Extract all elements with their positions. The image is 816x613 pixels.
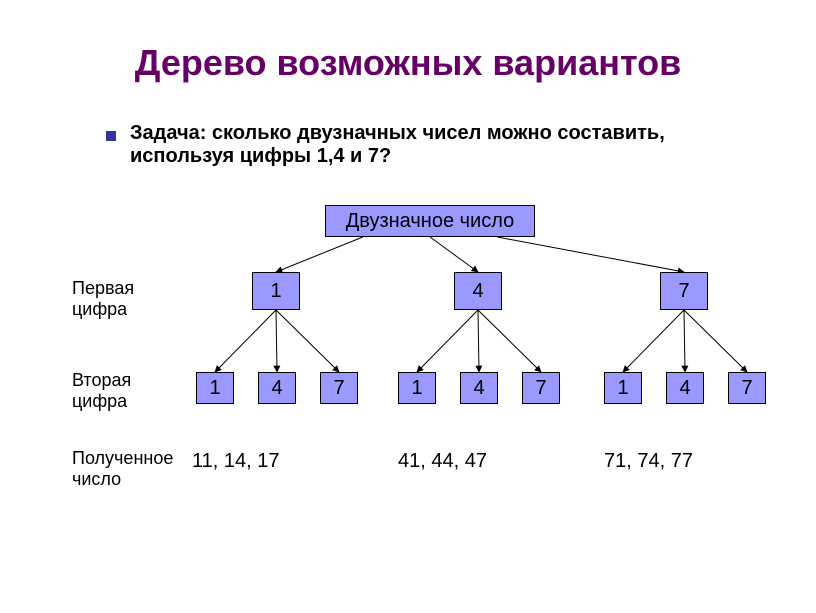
- label-first-digit: Первая цифра: [72, 278, 152, 320]
- level2-node: 4: [460, 372, 498, 404]
- result-text: 71, 74, 77: [604, 450, 693, 473]
- result-text: 11, 14, 17: [192, 450, 279, 473]
- level2-node: 1: [604, 372, 642, 404]
- page-title: Дерево возможных вариантов: [0, 42, 816, 84]
- level2-node: 7: [728, 372, 766, 404]
- level2-node: 7: [522, 372, 560, 404]
- level2-node: 1: [196, 372, 234, 404]
- level1-node: 1: [252, 272, 300, 310]
- label-results: Полученное число: [72, 448, 192, 490]
- level2-node: 4: [666, 372, 704, 404]
- bullet-icon: [106, 131, 116, 141]
- level2-node: 1: [398, 372, 436, 404]
- level1-node: 7: [660, 272, 708, 310]
- level2-node: 7: [320, 372, 358, 404]
- level2-node: 4: [258, 372, 296, 404]
- level1-node: 4: [454, 272, 502, 310]
- tree-root: Двузначное число: [325, 205, 535, 237]
- result-text: 41, 44, 47: [398, 450, 487, 473]
- label-second-digit: Вторая цифра: [72, 370, 152, 412]
- task-text: Задача: сколько двузначных чисел можно с…: [130, 122, 750, 168]
